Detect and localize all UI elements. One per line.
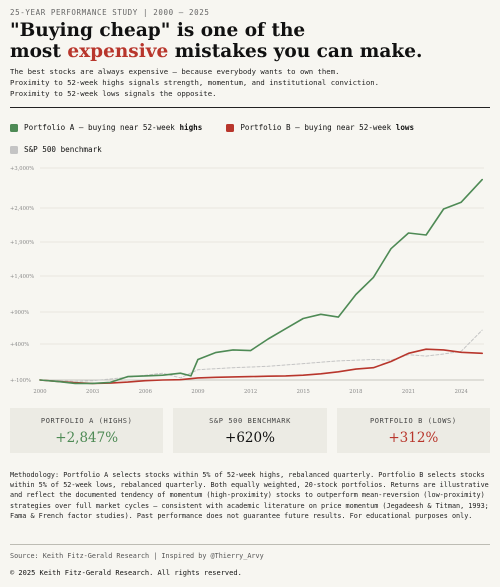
methodology-note: Methodology: Portfolio A selects stocks … — [10, 471, 489, 520]
footer-rule — [10, 544, 490, 545]
x-tick-label: 2018 — [349, 389, 362, 395]
stat-value-benchmark: +620% — [225, 430, 275, 446]
performance-line-chart: +3,000% +2,400% +1,900% +1,400% +900% +400% +-… — [10, 166, 484, 395]
legend-benchmark: S&P 500 benchmark — [10, 145, 102, 154]
legend-label-benchmark: S&P 500 benchmark — [24, 145, 102, 154]
y-tick-label: +2,400% — [10, 206, 34, 212]
x-tick-label: 2015 — [297, 389, 310, 395]
subheading: The best stocks are always expensive — b… — [10, 66, 490, 99]
headline-line-2-pre: most — [10, 41, 68, 62]
headline-line-1: "Buying cheap" is one of the — [10, 20, 306, 41]
source-line: Source: Keith Fitz-Gerald Research | Ins… — [10, 552, 264, 560]
stat-label-portfolio-a: PORTFOLIO A (HIGHS) — [40, 417, 133, 425]
stat-label-portfolio-b: PORTFOLIO B (LOWS) — [369, 417, 457, 425]
subheading-line-2: Proximity to 52-week highs signals stren… — [10, 78, 380, 87]
x-tick-label: 2000 — [33, 389, 46, 395]
stat-value-portfolio-a: +2,847% — [55, 430, 119, 446]
y-tick-label: +1,400% — [10, 274, 34, 280]
stat-label-benchmark: S&P 500 BENCHMARK — [209, 417, 291, 425]
y-tick-label: +1,900% — [10, 240, 34, 246]
y-tick-label: +900% — [10, 310, 29, 316]
kicker: 25-YEAR PERFORMANCE STUDY | 2000 – 2025 — [10, 8, 210, 17]
stat-card-portfolio-b: PORTFOLIO B (LOWS) +312% — [336, 408, 490, 453]
y-tick-label: +-100% — [10, 378, 31, 384]
x-tick-label: 2009 — [191, 389, 204, 395]
headline-line-2-post: mistakes you can make. — [168, 41, 423, 62]
x-tick-label: 2012 — [244, 389, 257, 395]
subheading-line-3: Proximity to 52-week lows signals the op… — [10, 89, 217, 98]
headline: "Buying cheap" is one of the most expens… — [10, 20, 490, 62]
x-tick-label: 2024 — [455, 389, 469, 395]
series-line-portfolio-b — [39, 348, 483, 385]
divider-rule — [10, 107, 490, 108]
legend-a-prefix: Portfolio A — buying near 52-week — [24, 123, 180, 132]
legend-label-portfolio-b: Portfolio B — buying near 52-week lows — [240, 123, 414, 132]
series-line-portfolio-a — [39, 178, 483, 385]
stat-card-benchmark: S&P 500 BENCHMARK +620% — [173, 408, 327, 453]
y-tick-label: +3,000% — [10, 166, 34, 172]
legend-swatch-portfolio-a — [10, 123, 18, 132]
y-tick-label: +400% — [10, 342, 29, 348]
legend-label-portfolio-a: Portfolio A — buying near 52-week highs — [24, 123, 202, 132]
stat-value-portfolio-b: +312% — [388, 430, 439, 446]
x-tick-label: 2003 — [86, 389, 99, 395]
series-line-benchmark — [39, 329, 483, 382]
legend-swatch-benchmark — [10, 145, 18, 154]
x-tick-label: 2021 — [402, 389, 415, 395]
stats-row: PORTFOLIO A (HIGHS) +2,847% S&P 500 BENC… — [10, 408, 490, 453]
x-tick-label: 2006 — [139, 389, 152, 395]
stat-card-portfolio-a: PORTFOLIO A (HIGHS) +2,847% — [10, 408, 164, 453]
legend-b-prefix: Portfolio B — buying near 52-week — [240, 123, 396, 132]
copyright-line: © 2025 Keith Fitz-Gerald Research. All r… — [10, 569, 242, 577]
legend-b-bold: lows — [395, 123, 415, 132]
headline-highlight: expensive — [67, 41, 169, 62]
legend-swatch-portfolio-b — [226, 123, 235, 132]
subheading-line-1: The best stocks are always expensive — b… — [10, 67, 340, 76]
legend-a-bold: highs — [179, 123, 203, 132]
legend: Portfolio A — buying near 52-week highs … — [10, 123, 414, 132]
